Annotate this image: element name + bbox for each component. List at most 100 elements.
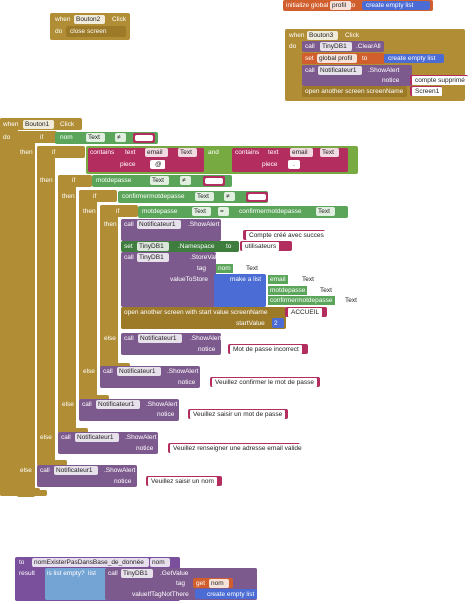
block-label: open another screen screenName bbox=[305, 87, 404, 95]
block-label: 2 bbox=[274, 319, 278, 327]
block-label: do bbox=[3, 133, 11, 141]
block-field: Veuillez saisir un nom bbox=[148, 476, 217, 486]
block-shape bbox=[58, 428, 88, 434]
block-shape bbox=[55, 132, 158, 144]
block-field[interactable]: TinyDB1 bbox=[121, 568, 153, 578]
block-shape bbox=[362, 1, 430, 10]
block-label: contains bbox=[90, 148, 115, 156]
block-label: else bbox=[62, 400, 74, 408]
block-field[interactable]: Notificateur1 bbox=[54, 465, 98, 475]
block-field: . bbox=[290, 159, 298, 169]
block-label: then bbox=[40, 176, 53, 184]
block-field[interactable]: Text bbox=[300, 274, 319, 284]
block-shape bbox=[17, 131, 35, 497]
block-label: then bbox=[20, 148, 33, 156]
block-label: to bbox=[362, 54, 368, 62]
block-field: motdepasse bbox=[140, 206, 180, 216]
block-label: else bbox=[40, 433, 52, 441]
block-label: if bbox=[72, 176, 76, 184]
block-field[interactable]: email bbox=[145, 147, 168, 157]
block-label: to bbox=[350, 1, 356, 9]
block-field[interactable]: Notificateur1 bbox=[138, 333, 182, 343]
block-label: .StoreValue bbox=[190, 253, 224, 261]
block-field[interactable]: nom bbox=[150, 557, 170, 567]
block-label: call bbox=[82, 400, 92, 408]
block-field[interactable]: Notificateur1 bbox=[137, 219, 181, 229]
block-label: .ShowAlert bbox=[188, 220, 220, 228]
block-field[interactable]: Notificateur1 bbox=[117, 366, 161, 376]
block-shape bbox=[58, 175, 92, 187]
block-shape bbox=[283, 0, 433, 11]
block-field[interactable]: Text bbox=[86, 132, 105, 142]
block-field[interactable]: Text bbox=[192, 206, 211, 216]
block-label: Click bbox=[345, 31, 360, 39]
block-field[interactable]: Text bbox=[150, 175, 169, 185]
block-shape bbox=[37, 146, 55, 466]
block-field[interactable]: ≠ bbox=[115, 132, 126, 142]
block-field[interactable]: email bbox=[290, 147, 313, 157]
block-field[interactable]: nomExisterPasDansBase_de_donnée bbox=[32, 557, 149, 567]
block-field[interactable]: Notificateur1 bbox=[318, 65, 362, 75]
block-field[interactable]: Text bbox=[178, 147, 197, 157]
block-label: create empty list bbox=[366, 1, 414, 9]
block-field[interactable]: ≠ bbox=[180, 175, 191, 185]
block-label: then bbox=[104, 220, 117, 228]
block-label: when bbox=[55, 15, 71, 23]
block-shape bbox=[205, 178, 223, 184]
block-label: startValue bbox=[236, 319, 265, 327]
block-shape bbox=[0, 118, 18, 496]
block-field[interactable]: profil bbox=[330, 0, 352, 10]
block-label: .ShowAlert bbox=[368, 66, 400, 74]
block-label: set bbox=[124, 242, 133, 250]
block-field[interactable]: Text bbox=[195, 191, 214, 201]
block-field[interactable]: Bouton3 bbox=[307, 30, 339, 40]
block-field[interactable]: Notificateur1 bbox=[75, 432, 119, 442]
block-field: Mot de passe incorrect bbox=[230, 344, 302, 354]
block-label: then bbox=[83, 207, 96, 215]
block-field[interactable]: nom bbox=[209, 578, 229, 588]
block-shape bbox=[37, 146, 85, 158]
block-label: call bbox=[124, 253, 134, 261]
block-field: email bbox=[268, 274, 288, 284]
block-field[interactable]: Text bbox=[320, 147, 339, 157]
block-field: motdepasse bbox=[268, 285, 308, 295]
block-field[interactable]: Text bbox=[343, 295, 362, 305]
block-label: call bbox=[124, 334, 134, 342]
block-label: call bbox=[305, 42, 315, 50]
block-label: if bbox=[52, 148, 56, 156]
block-field[interactable]: TinyDB1 bbox=[137, 252, 169, 262]
block-field[interactable]: TinyDB1 bbox=[137, 241, 169, 251]
block-field[interactable]: Text bbox=[244, 263, 263, 273]
block-label: .ShowAlert bbox=[146, 400, 178, 408]
block-label: notice bbox=[224, 231, 242, 239]
block-shape bbox=[79, 395, 109, 401]
block-field[interactable]: ≠ bbox=[224, 191, 235, 201]
block-field[interactable]: Text bbox=[318, 285, 337, 295]
block-field: @ bbox=[152, 159, 165, 169]
block-field: confirmermotdepasse bbox=[237, 206, 304, 216]
block-field: compte supprimé bbox=[412, 75, 468, 85]
block-label: when bbox=[3, 120, 19, 128]
block-label: then bbox=[62, 192, 75, 200]
block-field: confirmermotdepasse bbox=[268, 295, 335, 305]
block-label: .Namespace bbox=[178, 242, 215, 250]
block-field: motdepasse bbox=[94, 175, 134, 185]
block-field: confirmermotdepasse bbox=[120, 191, 187, 201]
block-field[interactable]: Bouton1 bbox=[23, 119, 55, 129]
block-label: Click bbox=[60, 120, 75, 128]
block-shape bbox=[195, 589, 257, 599]
block-label: .ClearAll bbox=[356, 42, 381, 50]
block-field[interactable]: Text bbox=[316, 206, 335, 216]
block-label: notice bbox=[382, 76, 400, 84]
block-field[interactable]: = bbox=[218, 206, 229, 216]
block-field[interactable]: TinyDB1 bbox=[320, 41, 352, 51]
block-shape bbox=[66, 26, 126, 37]
block-label: when bbox=[289, 31, 305, 39]
block-label: else bbox=[83, 367, 95, 375]
block-shape bbox=[100, 205, 118, 368]
block-label: piece bbox=[120, 160, 136, 168]
block-field[interactable]: global profil bbox=[317, 53, 358, 63]
block-field[interactable]: Notificateur1 bbox=[96, 399, 140, 409]
block-shape bbox=[272, 318, 284, 328]
block-field[interactable]: Bouton2 bbox=[74, 14, 106, 24]
